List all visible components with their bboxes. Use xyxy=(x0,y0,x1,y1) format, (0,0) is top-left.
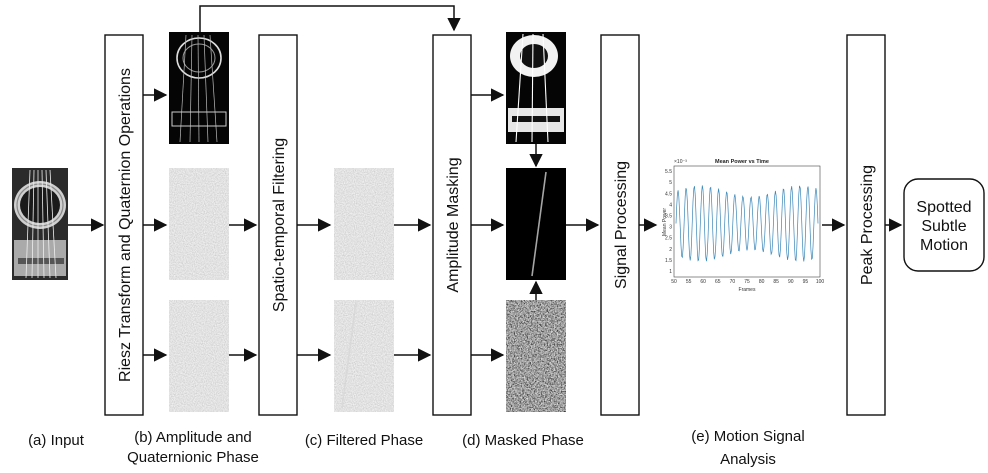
phase-image-1 xyxy=(169,168,229,280)
amplitude-label: Amplitude Masking xyxy=(445,157,462,292)
peak-label: Peak Processing xyxy=(859,165,876,285)
plot-y-tick-label: 3 xyxy=(669,225,672,231)
amplitude-masking-block: Amplitude Masking xyxy=(432,34,472,416)
caption-motion-signal-1: (e) Motion Signal xyxy=(691,428,805,445)
plot-x-tick-label: 70 xyxy=(730,279,736,285)
plot-y-tick-label: 4 xyxy=(669,202,672,208)
filtered-phase-image-1 xyxy=(334,168,394,280)
plot-y-tick-label: 5 xyxy=(669,180,672,186)
input-guitar-image xyxy=(12,168,68,280)
caption-motion-signal-2: Analysis xyxy=(720,451,776,468)
output-box: Spotted Subtle Motion xyxy=(903,178,985,272)
arrow-amplitude-to-mask xyxy=(199,5,461,32)
plot-exponent: ×10⁻³ xyxy=(674,159,687,165)
plot-y-tick-label: 5.5 xyxy=(665,169,672,175)
caption-amplitude-1: (b) Amplitude and xyxy=(134,429,252,446)
plot-y-tick-label: 2.5 xyxy=(665,236,672,242)
plot-xlabel: Frames xyxy=(739,287,756,293)
output-line-1: Spotted xyxy=(916,199,971,216)
signal-processing-block: Signal Processing xyxy=(600,34,640,416)
plot-y-tick-label: 1.5 xyxy=(665,258,672,264)
riesz-label: Riesz Transform and Quaternion Operation… xyxy=(117,68,134,382)
plot-x-tick-label: 65 xyxy=(715,279,721,285)
plot-y-tick-label: 4.5 xyxy=(665,191,672,197)
caption-amplitude-2: Quaternionic Phase xyxy=(127,449,259,466)
plot-x-tick-label: 60 xyxy=(700,279,706,285)
spatio-label: Spatio-temporal Filtering xyxy=(271,138,288,312)
riesz-block: Riesz Transform and Quaternion Operation… xyxy=(104,34,144,416)
plot-ylabel: Mean Power xyxy=(662,208,668,236)
plot-x-tick-label: 55 xyxy=(686,279,692,285)
plot-series-line xyxy=(675,185,819,262)
output-line-3: Motion xyxy=(920,237,968,254)
plot-x-tick-label: 100 xyxy=(816,279,825,285)
plot-title: Mean Power vs Time xyxy=(715,159,769,165)
masked-phase-image xyxy=(506,168,566,280)
caption-filtered-phase: (c) Filtered Phase xyxy=(304,432,424,449)
plot-x-tick-label: 50 xyxy=(671,279,677,285)
binary-mask-image xyxy=(506,32,566,144)
plot-x-tick-label: 95 xyxy=(803,279,809,285)
plot-y-tick-label: 3.5 xyxy=(665,213,672,219)
plot-x-tick-label: 85 xyxy=(773,279,779,285)
output-line-2: Subtle xyxy=(921,218,966,235)
plot-x-tick-label: 75 xyxy=(744,279,750,285)
signal-label: Signal Processing xyxy=(613,161,630,289)
mean-power-plot: Mean Power vs Time ×10⁻³ 50 55 60 65 70 75 80 8… xyxy=(662,159,824,293)
plot-y-tick-label: 1 xyxy=(669,269,672,275)
plot-x-tick-label: 90 xyxy=(788,279,794,285)
plot-y-tick-label: 2 xyxy=(669,247,672,253)
caption-input: (a) Input xyxy=(28,432,84,449)
spatio-temporal-block: Spatio-temporal Filtering xyxy=(258,34,298,416)
amplitude-image xyxy=(169,32,229,144)
plot-x-tick-label: 80 xyxy=(759,279,765,285)
phase-image-2 xyxy=(169,300,229,412)
plot-axes xyxy=(673,165,821,278)
peak-processing-block: Peak Processing xyxy=(846,34,886,416)
caption-masked-phase: (d) Masked Phase xyxy=(462,432,584,449)
masked-phase-image-2 xyxy=(506,300,566,412)
filtered-motion-streak xyxy=(341,301,357,409)
